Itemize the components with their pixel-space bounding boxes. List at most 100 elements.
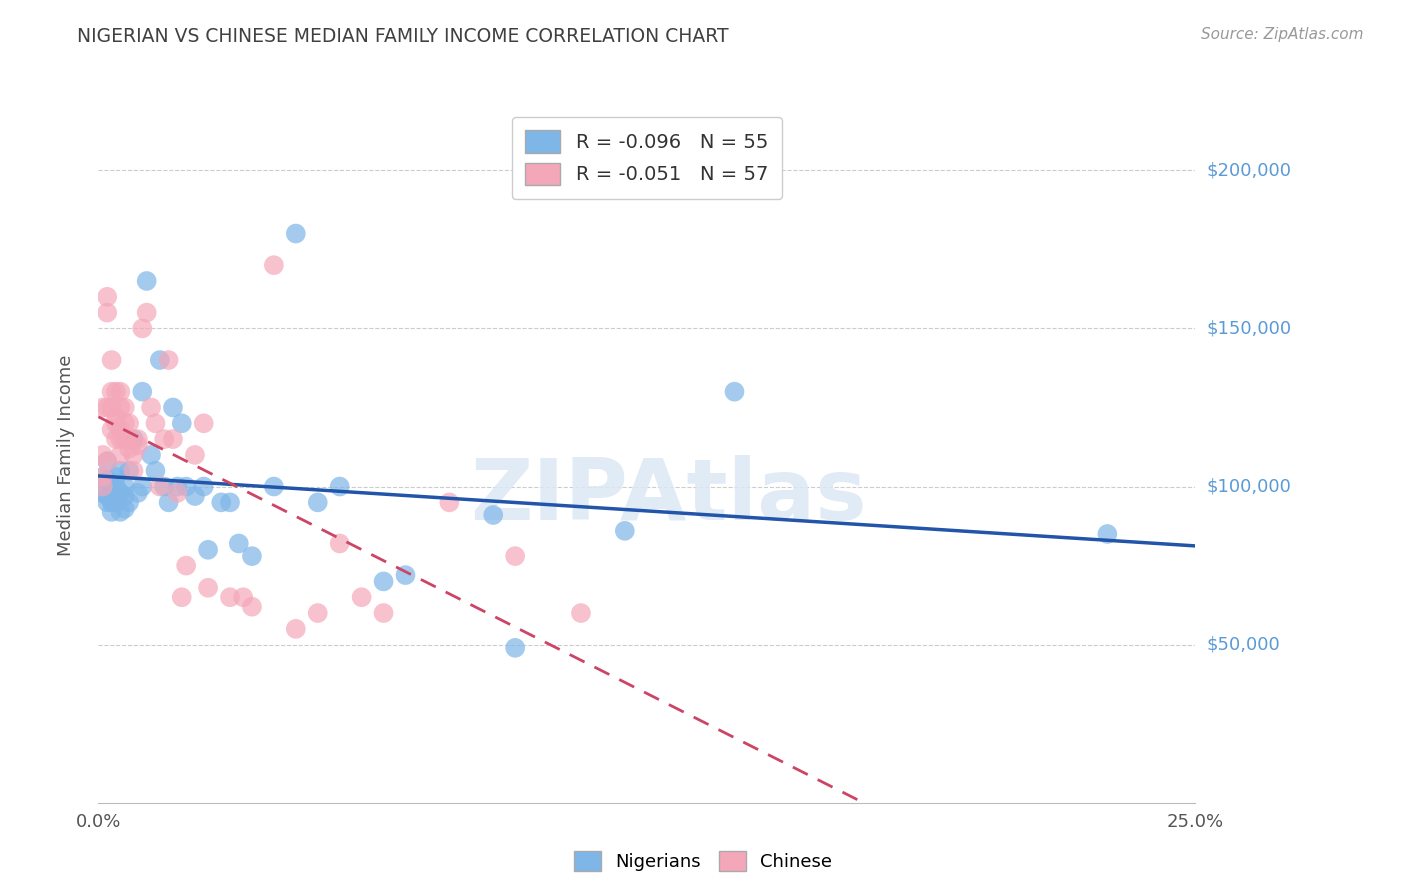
Point [100, 495, 122, 509]
Point [118, 442, 141, 456]
Point [122, 448, 145, 462]
Point [104, 409, 127, 424]
Point [110, 432, 132, 446]
Point [157, 353, 180, 368]
Point [91, 486, 114, 500]
Point [104, 489, 127, 503]
Point [149, 353, 172, 368]
Point [209, 495, 232, 509]
Point [135, 305, 157, 319]
Point [114, 432, 136, 446]
Point [100, 353, 122, 368]
Point [162, 401, 184, 415]
Point [219, 495, 242, 509]
Point [197, 542, 219, 557]
Point [127, 486, 149, 500]
Point [307, 606, 329, 620]
Point [91, 479, 114, 493]
Point [503, 549, 526, 563]
Point [329, 536, 352, 550]
Point [503, 640, 526, 655]
Point [104, 479, 127, 493]
Point [96, 401, 118, 415]
Point [263, 479, 285, 493]
Text: $150,000: $150,000 [1206, 319, 1291, 337]
Point [127, 432, 149, 446]
Point [118, 495, 141, 509]
Point [131, 384, 153, 399]
Point [329, 479, 352, 493]
Point [114, 479, 136, 493]
Point [96, 454, 118, 468]
Point [170, 417, 193, 431]
Text: $200,000: $200,000 [1206, 161, 1291, 179]
Point [174, 479, 197, 493]
Point [153, 479, 176, 493]
Point [91, 448, 114, 462]
Point [100, 492, 122, 507]
Point [170, 591, 193, 605]
Point [307, 495, 329, 509]
Point [122, 432, 145, 446]
Point [104, 384, 127, 399]
Point [110, 423, 132, 437]
Y-axis label: Median Family Income: Median Family Income [56, 354, 75, 556]
Point [162, 432, 184, 446]
Point [110, 448, 132, 462]
Point [284, 227, 307, 241]
Point [184, 448, 207, 462]
Point [184, 489, 207, 503]
Point [104, 470, 127, 484]
Point [149, 479, 172, 493]
Point [166, 479, 188, 493]
Text: ZIPAtlas: ZIPAtlas [471, 455, 868, 538]
Point [166, 486, 188, 500]
Point [100, 384, 122, 399]
Point [145, 464, 167, 478]
Point [193, 417, 215, 431]
Point [131, 479, 153, 493]
Point [96, 495, 118, 509]
Point [114, 489, 136, 503]
Point [197, 581, 219, 595]
Point [263, 258, 285, 272]
Point [110, 401, 132, 415]
Point [153, 432, 176, 446]
Point [104, 417, 127, 431]
Point [96, 473, 118, 487]
Point [145, 417, 167, 431]
Point [110, 505, 132, 519]
Point [118, 464, 141, 478]
Point [100, 423, 122, 437]
Legend: R = -0.096   N = 55, R = -0.051   N = 57: R = -0.096 N = 55, R = -0.051 N = 57 [512, 117, 782, 199]
Point [110, 384, 132, 399]
Legend: Nigerians, Chinese: Nigerians, Chinese [567, 844, 839, 879]
Point [100, 401, 122, 415]
Point [131, 321, 153, 335]
Point [350, 591, 373, 605]
Text: Source: ZipAtlas.com: Source: ZipAtlas.com [1201, 27, 1364, 42]
Point [193, 479, 215, 493]
Point [91, 470, 114, 484]
Point [394, 568, 416, 582]
Point [482, 508, 505, 522]
Point [100, 479, 122, 493]
Point [96, 454, 118, 468]
Point [135, 274, 157, 288]
Point [228, 536, 250, 550]
Point [114, 501, 136, 516]
Point [240, 599, 263, 614]
Point [569, 606, 592, 620]
Point [373, 574, 395, 589]
Point [373, 606, 395, 620]
Point [219, 591, 242, 605]
Point [174, 558, 197, 573]
Text: $100,000: $100,000 [1206, 477, 1291, 496]
Point [439, 495, 461, 509]
Point [118, 417, 141, 431]
Point [232, 591, 254, 605]
Point [118, 432, 141, 446]
Point [139, 401, 162, 415]
Point [96, 305, 118, 319]
Point [110, 486, 132, 500]
